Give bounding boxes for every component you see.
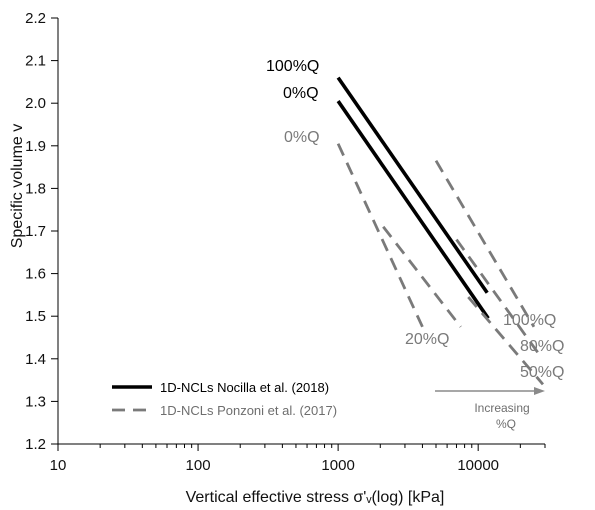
y-tick-label: 1.7 <box>25 223 46 240</box>
ncl-line-ponzoni-100pctq <box>434 159 536 328</box>
series-label: 100%Q <box>266 58 319 75</box>
x-tick-label: 100 <box>186 457 211 474</box>
series-label: 0%Q <box>284 129 320 146</box>
series-label: 100%Q <box>503 312 556 329</box>
ticks: 1.2 1.3 1.4 1.5 1.6 1.7 1.8 1.9 2.0 2.1 2.2 10 100 10… <box>25 10 546 474</box>
legend-entry-label: 1D-NCLs Nocilla et al. (2018) <box>160 380 329 395</box>
series-label: 80%Q <box>520 338 564 355</box>
increasing-arrow-head <box>534 387 545 395</box>
ncl-line-ponzoni-80pctq <box>455 238 542 358</box>
y-tick-label: 2.1 <box>25 53 46 70</box>
y-tick-label: 1.9 <box>25 138 46 155</box>
ncl-line-ponzoni-50pctq <box>467 296 545 386</box>
y-tick-label: 1.3 <box>25 393 46 410</box>
y-axis-title: Specific volume v <box>9 124 26 249</box>
y-tick-label: 1.5 <box>25 308 46 325</box>
y-tick-label: 1.6 <box>25 266 46 283</box>
series-group <box>336 76 545 386</box>
ncl-line-nocilla-100pctq <box>336 76 489 294</box>
series-label: 50%Q <box>520 364 564 381</box>
increasing-label: Increasing <box>474 401 529 415</box>
x-tick-label: 1000 <box>321 457 354 474</box>
y-tick-label: 1.2 <box>25 436 46 453</box>
series-label: 20%Q <box>405 331 449 348</box>
series-label: 0%Q <box>283 85 319 102</box>
annotations: 100%Q 0%Q 0%Q 20%Q 100%Q 80%Q 50%Q Increasing %Q <box>266 58 564 431</box>
x-tick-label: 10 <box>50 457 67 474</box>
x-axis-title: Vertical effective stress σ'ᵥ(log) [kPa] <box>186 489 445 506</box>
ncl-line-nocilla-0pctq <box>336 100 490 320</box>
y-tick-label: 1.4 <box>25 351 46 368</box>
y-tick-label: 1.8 <box>25 180 46 197</box>
legend: 1D-NCLs Nocilla et al. (2018) 1D-NCLs Pon… <box>112 380 337 418</box>
legend-entry-label: 1D-NCLs Ponzoni et al. (2017) <box>160 403 337 418</box>
y-tick-label: 2.2 <box>25 10 46 27</box>
ncl-line-ponzoni-0pctq <box>336 143 424 328</box>
increasing-label-pct: %Q <box>496 417 516 431</box>
ncl-line-ponzoni-20pctq <box>382 225 462 328</box>
y-tick-label: 2.0 <box>25 95 46 112</box>
x-tick-label: 10000 <box>457 457 499 474</box>
